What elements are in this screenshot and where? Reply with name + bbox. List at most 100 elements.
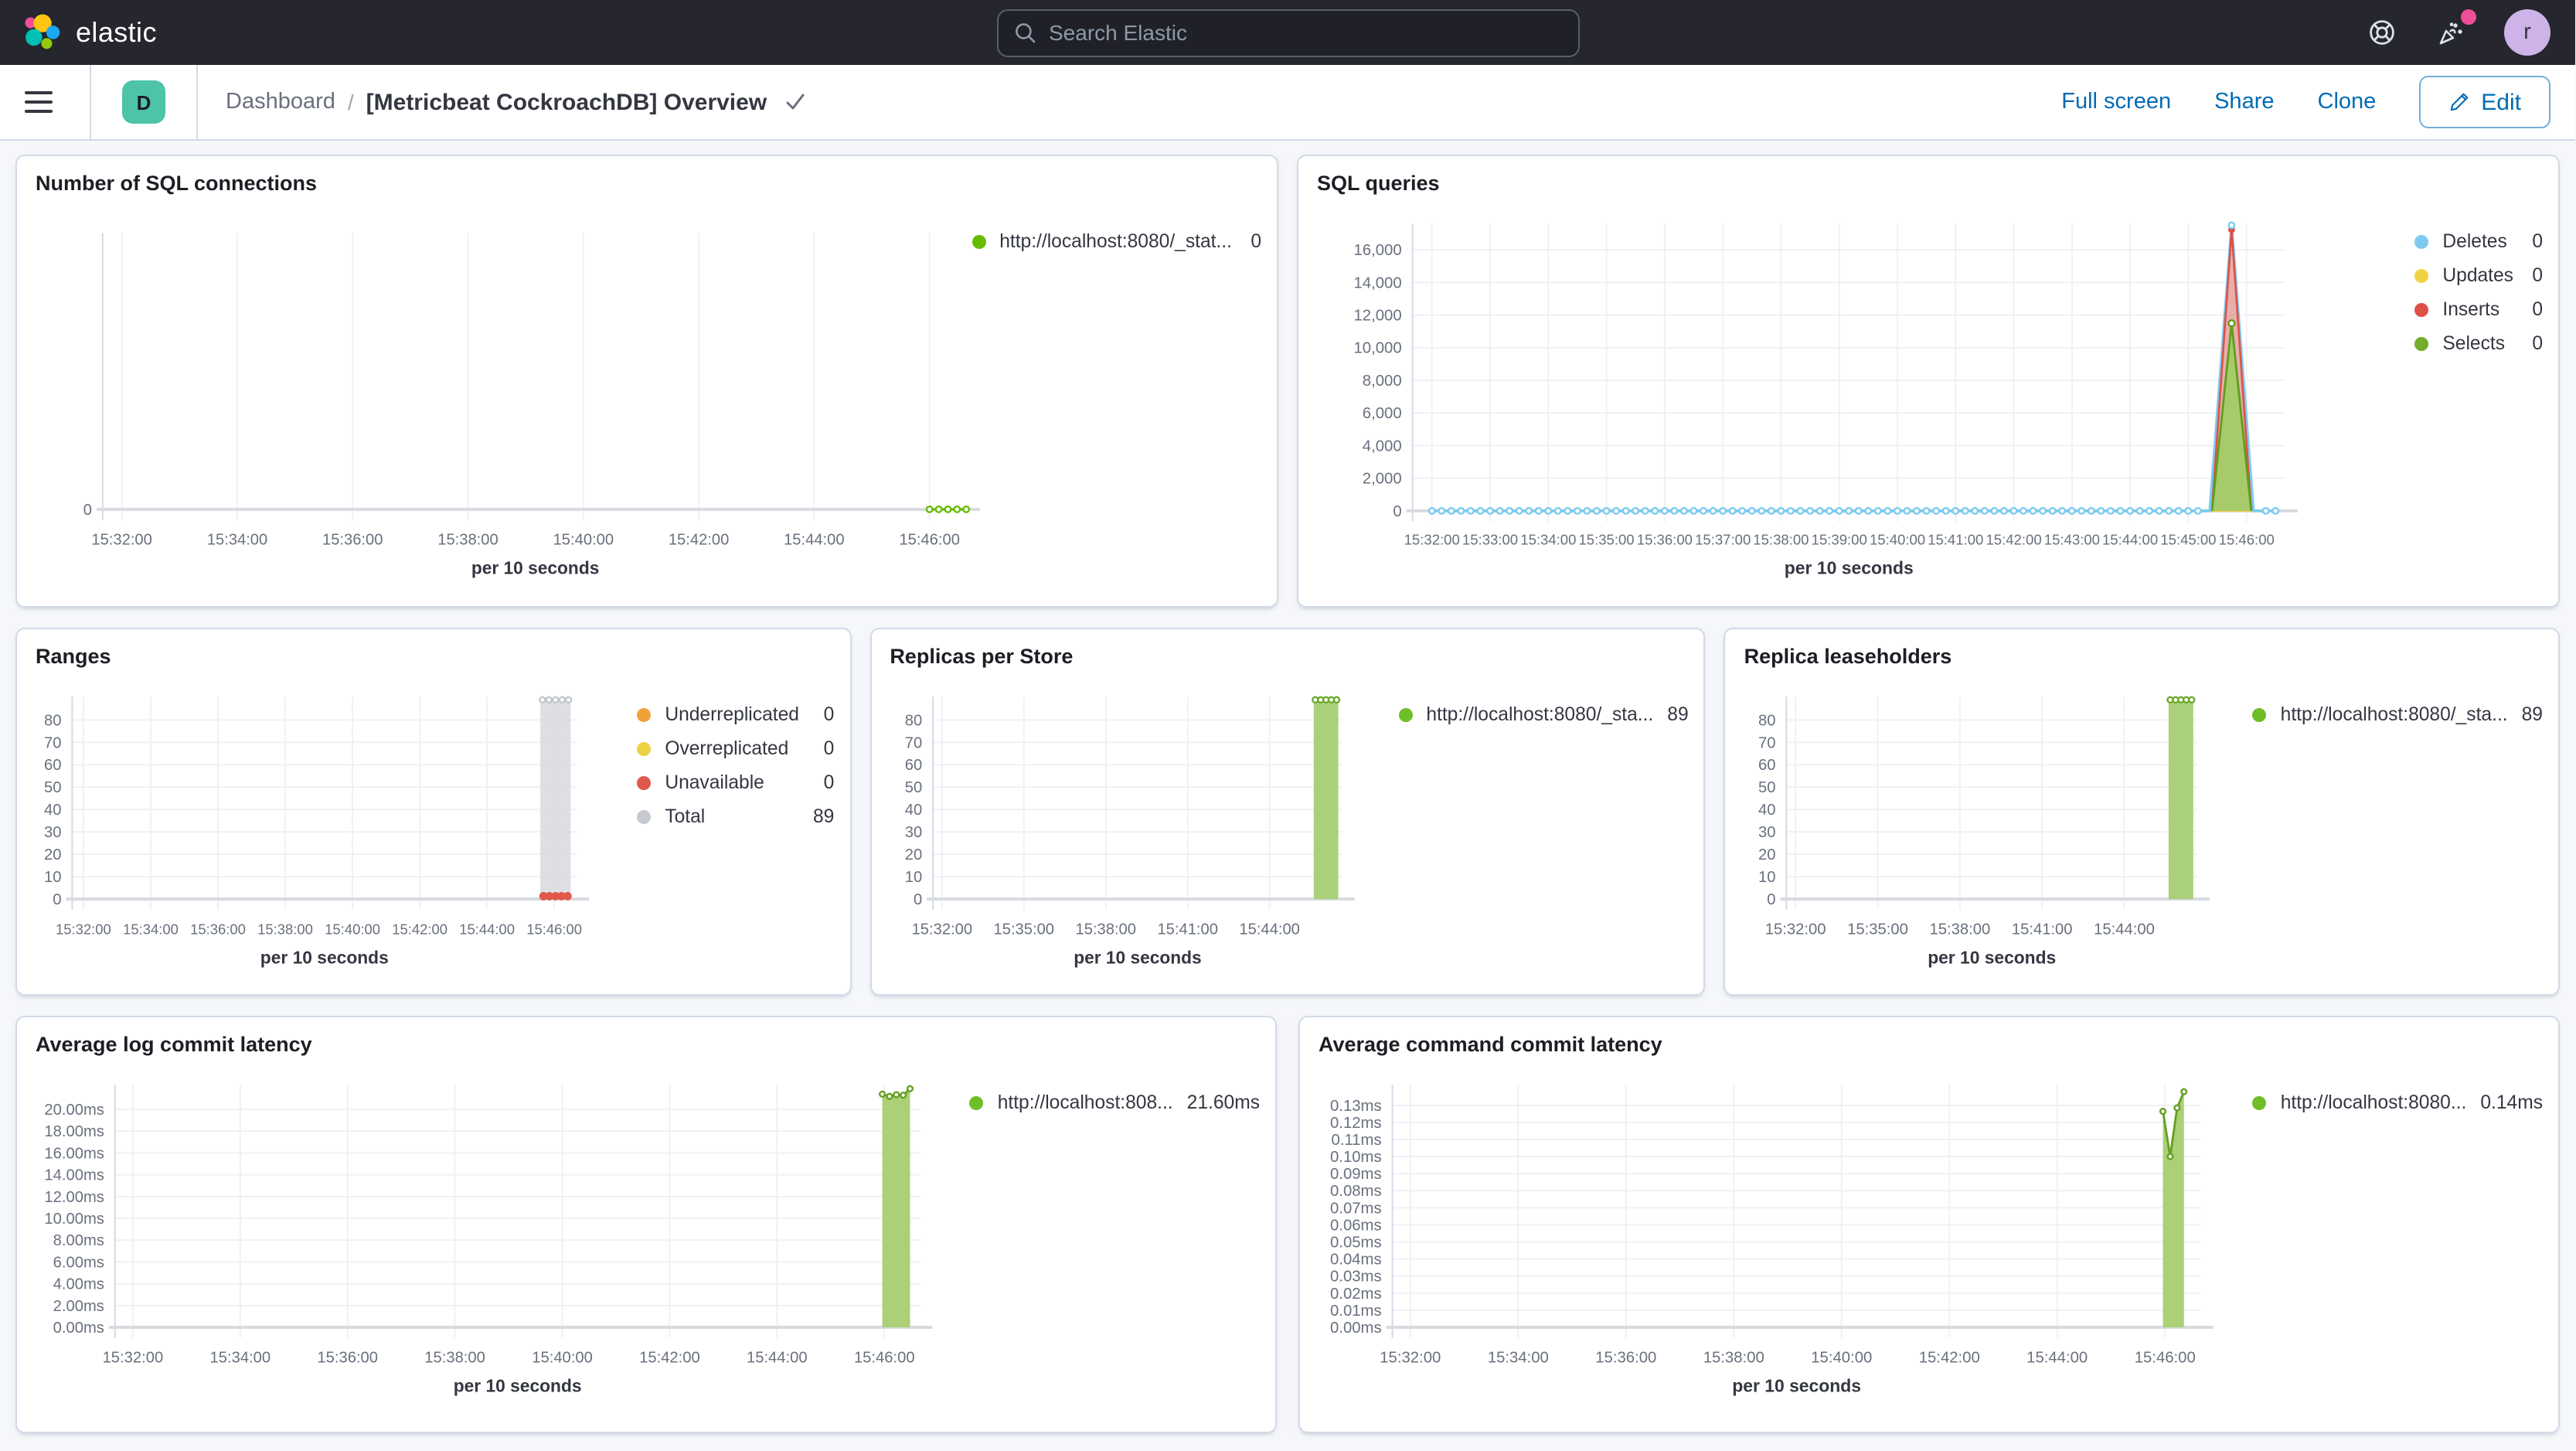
chart-legend[interactable]: Underreplicated 0 Overreplicated 0 Unavailab… (637, 697, 834, 833)
panel-title: Number of SQL connections (36, 172, 318, 195)
svg-text:15:36:00: 15:36:00 (190, 921, 246, 938)
svg-text:0.02ms: 0.02ms (1330, 1286, 1382, 1303)
search-input[interactable] (1049, 20, 1562, 45)
legend-value: 0 (823, 737, 835, 759)
legend-label[interactable]: Overreplicated (665, 737, 789, 759)
chart-legend[interactable]: http://localhost:8080/_sta... 89 (2252, 697, 2543, 731)
svg-text:15:38:00: 15:38:00 (424, 1350, 485, 1367)
panel-avg-log-commit-latency: 0.00ms 2.00ms 4.00ms 6.00ms 8.00ms 10.00ms 12.… (15, 1016, 1277, 1433)
svg-text:0.05ms: 0.05ms (1330, 1235, 1382, 1252)
svg-text:15:33:00: 15:33:00 (1462, 532, 1518, 548)
chart-legend[interactable]: http://localhost:8080... 0.14ms (2252, 1085, 2543, 1119)
svg-text:15:39:00: 15:39:00 (1812, 532, 1867, 548)
legend-dot (2252, 1095, 2267, 1109)
svg-text:15:32:00: 15:32:00 (911, 921, 972, 938)
chart-ranges: 0 10 20 30 40 50 60 70 80 15:32:00 15:34:00 15:36:0… (17, 629, 849, 994)
user-avatar[interactable]: r (2504, 9, 2550, 56)
svg-text:15:37:00: 15:37:00 (1695, 532, 1751, 548)
svg-text:10: 10 (1759, 869, 1777, 886)
chart-legend[interactable]: http://localhost:808... 21.60ms (969, 1085, 1260, 1119)
clone-button[interactable]: Clone (2317, 90, 2377, 114)
legend-value: 0 (2532, 230, 2543, 252)
svg-text:15:44:00: 15:44:00 (2094, 921, 2156, 938)
svg-text:15:41:00: 15:41:00 (2012, 921, 2073, 938)
svg-text:0.00ms: 0.00ms (1330, 1320, 1382, 1337)
legend-value: 21.60ms (1186, 1092, 1260, 1113)
notification-badge (2461, 9, 2476, 25)
svg-text:15:32:00: 15:32:00 (1404, 532, 1460, 548)
svg-text:4.00ms: 4.00ms (53, 1276, 104, 1293)
svg-text:50: 50 (44, 779, 62, 796)
legend-dot (2252, 707, 2267, 721)
svg-text:14.00ms: 14.00ms (44, 1167, 104, 1184)
svg-text:15:40:00: 15:40:00 (1870, 532, 1925, 548)
breadcrumb-dashboard[interactable]: Dashboard (226, 90, 335, 114)
svg-text:15:44:00: 15:44:00 (1239, 921, 1299, 938)
legend-label[interactable]: Unavailable (665, 771, 764, 793)
chart-legend[interactable]: http://localhost:8080/_stat... 0 (972, 224, 1261, 258)
help-icon[interactable] (2365, 15, 2399, 49)
chart-sql-queries: 0 2,000 4,000 6,000 8,000 10,000 12,000 14,000 1… (1298, 156, 2558, 606)
chart-legend[interactable]: Deletes 0 Updates 0 Inserts 0 Selects 0 (2414, 224, 2543, 360)
legend-label[interactable]: http://localhost:8080/_stat... (999, 230, 1232, 252)
legend-label[interactable]: http://localhost:8080/_sta... (1426, 703, 1654, 725)
svg-text:12,000: 12,000 (1353, 308, 1401, 325)
svg-text:15:32:00: 15:32:00 (56, 921, 111, 938)
legend-label[interactable]: Inserts (2442, 298, 2500, 320)
whats-new-icon[interactable] (2435, 9, 2476, 49)
svg-text:15:44:00: 15:44:00 (2102, 532, 2158, 548)
legend-label[interactable]: http://localhost:8080/_sta... (2280, 703, 2508, 725)
svg-text:15:46:00: 15:46:00 (2219, 532, 2275, 548)
svg-text:15:42:00: 15:42:00 (669, 532, 729, 549)
svg-text:8.00ms: 8.00ms (53, 1232, 104, 1249)
legend-label[interactable]: http://localhost:808... (997, 1092, 1173, 1113)
panel-title: Replica leaseholders (1744, 645, 1952, 668)
svg-text:15:35:00: 15:35:00 (993, 921, 1053, 938)
svg-text:15:44:00: 15:44:00 (459, 921, 515, 938)
svg-text:0.10ms: 0.10ms (1330, 1149, 1382, 1166)
svg-text:2.00ms: 2.00ms (53, 1298, 104, 1315)
svg-text:15:42:00: 15:42:00 (639, 1350, 700, 1367)
svg-text:40: 40 (904, 802, 921, 819)
pencil-icon (2448, 91, 2470, 113)
svg-text:20: 20 (44, 846, 62, 863)
legend-label[interactable]: Deletes (2442, 230, 2507, 252)
legend-value: 0 (2532, 264, 2543, 286)
menu-icon[interactable] (25, 91, 53, 113)
full-screen-button[interactable]: Full screen (2061, 90, 2172, 114)
chart-legend[interactable]: http://localhost:8080/_sta... 89 (1398, 697, 1689, 731)
svg-text:6.00ms: 6.00ms (53, 1254, 104, 1271)
svg-text:0.09ms: 0.09ms (1330, 1166, 1382, 1183)
legend-label[interactable]: Underreplicated (665, 703, 799, 725)
page-title: [Metricbeat CockroachDB] Overview (366, 89, 767, 115)
elastic-logo-icon[interactable] (20, 12, 62, 53)
chart-replica-leaseholders: 0 10 20 30 40 50 60 70 80 15:32:00 15:35:00 15:38:0… (1726, 629, 2558, 994)
chart-avg-command-commit-latency: 0.00ms 0.01ms 0.02ms 0.03ms 0.04ms 0.05ms 0.06… (1300, 1017, 2558, 1432)
avg-command-commit-latency-plot: 0.00ms0.01ms0.02ms0.03ms0.04ms0.05ms0.06… (1330, 1085, 2214, 1395)
check-icon[interactable] (785, 93, 805, 111)
svg-text:70: 70 (44, 734, 62, 751)
legend-label[interactable]: Updates (2442, 264, 2513, 286)
svg-text:70: 70 (904, 734, 921, 751)
space-badge[interactable]: D (122, 80, 165, 124)
svg-text:0: 0 (83, 502, 92, 519)
legend-label[interactable]: http://localhost:8080... (2280, 1092, 2467, 1113)
share-button[interactable]: Share (2214, 90, 2275, 114)
legend-dot (2414, 268, 2429, 282)
legend-value: 0 (1251, 230, 1261, 252)
legend-label[interactable]: Selects (2442, 332, 2506, 354)
global-search[interactable] (996, 9, 1579, 56)
legend-value: 0 (2532, 332, 2543, 354)
edit-button[interactable]: Edit (2419, 76, 2550, 128)
svg-text:per 10 seconds: per 10 seconds (260, 947, 389, 967)
panel-title: SQL queries (1317, 172, 1440, 195)
svg-text:15:35:00: 15:35:00 (1848, 921, 1909, 938)
svg-text:80: 80 (1759, 712, 1777, 729)
svg-text:50: 50 (1759, 779, 1777, 796)
legend-label[interactable]: Total (665, 806, 706, 827)
svg-text:16,000: 16,000 (1353, 242, 1401, 259)
svg-text:15:36:00: 15:36:00 (322, 532, 383, 549)
legend-value: 0 (823, 771, 835, 793)
svg-text:20: 20 (1759, 846, 1777, 863)
